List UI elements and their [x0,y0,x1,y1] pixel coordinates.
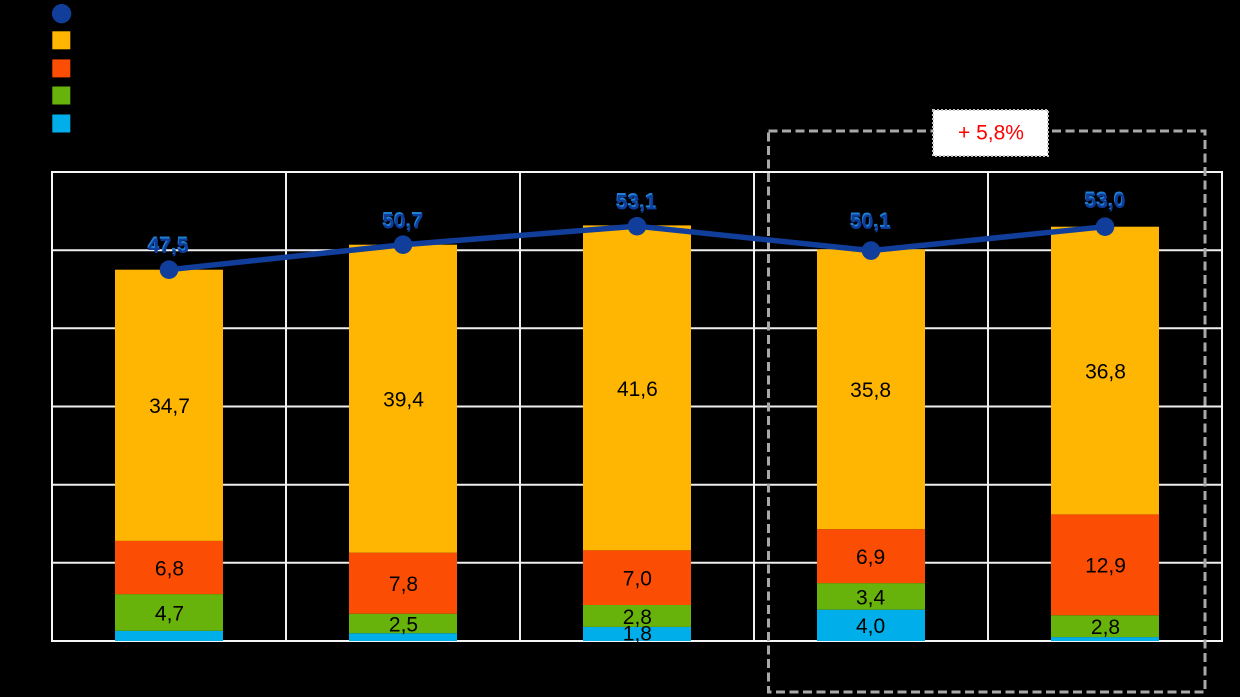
svg-text:50,1: 50,1 [849,209,890,232]
svg-text:47,5: 47,5 [147,233,188,256]
svg-text:3,4: 3,4 [856,586,886,609]
svg-text:2,8: 2,8 [623,606,652,629]
svg-text:4,7: 4,7 [155,602,184,625]
svg-text:41,6: 41,6 [617,378,658,401]
svg-text:34,7: 34,7 [149,395,190,418]
svg-text:2,5: 2,5 [389,613,418,636]
svg-text:50,7: 50,7 [383,211,424,234]
svg-text:39,4: 39,4 [383,389,424,412]
svg-text:53,0: 53,0 [1085,190,1126,213]
svg-text:53,1: 53,1 [616,191,657,214]
svg-text:53,1: 53,1 [615,189,656,212]
svg-text:2,8: 2,8 [1091,616,1120,639]
svg-text:35,8: 35,8 [850,379,891,402]
svg-text:50,7: 50,7 [382,209,423,232]
svg-text:12,9: 12,9 [1085,555,1126,578]
svg-text:6,8: 6,8 [155,557,184,580]
svg-text:47,5: 47,5 [148,235,189,258]
svg-text:1,8: 1,8 [623,622,652,645]
svg-text:36,8: 36,8 [1085,361,1126,384]
svg-text:7,8: 7,8 [389,573,418,596]
svg-text:50,1: 50,1 [850,211,891,234]
svg-text:7,0: 7,0 [623,568,652,591]
svg-text:6,9: 6,9 [856,546,885,569]
svg-text:53,0: 53,0 [1084,188,1125,211]
svg-text:4,0: 4,0 [856,615,885,638]
svg-text:+ 5,8%: + 5,8% [958,122,1024,145]
